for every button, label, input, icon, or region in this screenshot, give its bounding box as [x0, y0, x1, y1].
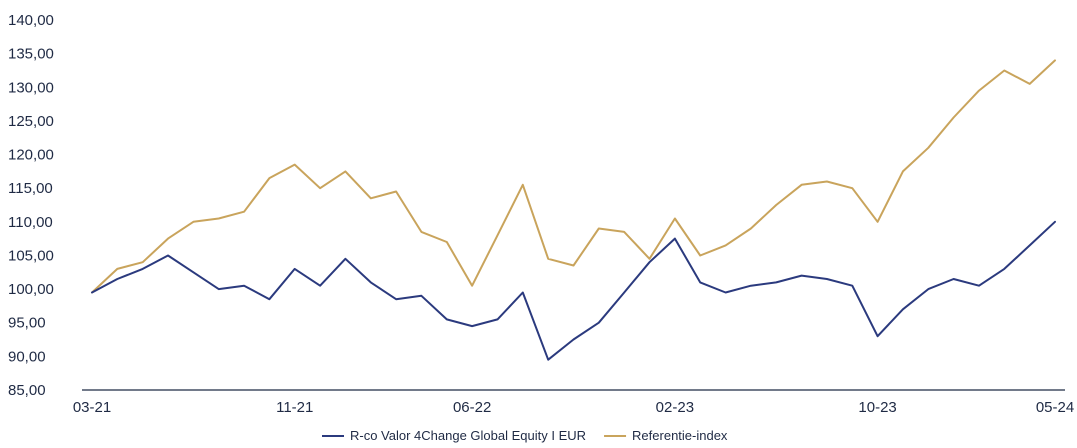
- y-tick-label: 105,00: [8, 247, 54, 264]
- y-tick-label: 140,00: [8, 12, 54, 29]
- legend-label: Referentie-index: [632, 428, 728, 443]
- y-tick-label: 120,00: [8, 147, 54, 164]
- x-tick-label: 02-23: [656, 399, 694, 416]
- x-tick-label: 03-21: [73, 399, 111, 416]
- y-tick-label: 100,00: [8, 281, 54, 298]
- y-tick-label: 135,00: [8, 46, 54, 63]
- y-tick-label: 125,00: [8, 113, 54, 130]
- legend-label: R-co Valor 4Change Global Equity I EUR: [350, 428, 586, 443]
- y-tick-label: 130,00: [8, 79, 54, 96]
- y-tick-label: 90,00: [8, 348, 46, 365]
- series-lines: [91, 59, 1056, 361]
- series-line: [91, 220, 1056, 361]
- x-tick-label: 05-24: [1036, 399, 1074, 416]
- y-tick-label: 85,00: [8, 382, 46, 399]
- series-line: [91, 59, 1056, 294]
- x-tick-label: 06-22: [453, 399, 491, 416]
- y-axis: 140,00 135,00 130,00 125,00 120,00 115,00 110,…: [8, 12, 54, 399]
- x-axis: 03-21 11-21 06-22 02-23 10-23 05-24: [73, 399, 1074, 416]
- x-tick-label: 11-21: [276, 399, 313, 416]
- y-tick-label: 110,00: [8, 214, 53, 231]
- y-tick-label: 115,00: [8, 180, 53, 197]
- y-tick-label: 95,00: [8, 315, 46, 332]
- legend: R-co Valor 4Change Global Equity I EUR Re…: [322, 428, 728, 443]
- x-tick-label: 10-23: [858, 399, 896, 416]
